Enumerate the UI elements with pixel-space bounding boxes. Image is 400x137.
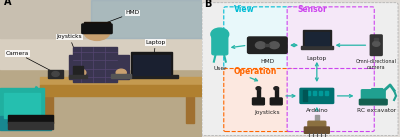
FancyBboxPatch shape <box>287 68 374 132</box>
Bar <box>127 75 178 78</box>
FancyBboxPatch shape <box>372 89 383 96</box>
Bar <box>307 91 310 95</box>
FancyBboxPatch shape <box>270 98 282 105</box>
Text: Laptop: Laptop <box>307 56 327 61</box>
FancyBboxPatch shape <box>303 30 331 47</box>
Text: HMD: HMD <box>260 59 274 64</box>
Bar <box>40 77 202 86</box>
Bar <box>69 55 81 79</box>
Text: RC excavator: RC excavator <box>4 107 43 116</box>
Bar <box>4 93 40 118</box>
Text: Laptop: Laptop <box>146 40 166 56</box>
FancyBboxPatch shape <box>82 24 112 34</box>
Text: RC excavator: RC excavator <box>357 108 396 113</box>
FancyBboxPatch shape <box>252 98 264 105</box>
Bar <box>374 38 378 40</box>
Bar <box>91 0 202 38</box>
Text: Operation: Operation <box>234 67 277 76</box>
Bar <box>8 115 52 123</box>
Circle shape <box>211 28 229 40</box>
Bar <box>84 22 110 32</box>
Bar <box>73 47 117 82</box>
Text: Sensor: Sensor <box>297 5 327 14</box>
Bar <box>319 91 322 95</box>
Text: Arduino: Arduino <box>306 108 328 113</box>
Bar <box>275 89 278 99</box>
Bar <box>131 52 172 77</box>
FancyBboxPatch shape <box>305 32 329 45</box>
Bar <box>265 44 269 46</box>
FancyBboxPatch shape <box>304 127 329 133</box>
Bar <box>257 89 260 99</box>
Bar <box>44 93 52 123</box>
Circle shape <box>373 41 380 46</box>
Bar <box>133 55 170 75</box>
Text: A: A <box>4 0 12 8</box>
FancyBboxPatch shape <box>202 3 398 136</box>
Bar <box>186 93 194 123</box>
Circle shape <box>76 69 86 76</box>
Circle shape <box>116 69 126 76</box>
Bar <box>111 74 131 78</box>
Bar <box>0 0 202 68</box>
FancyBboxPatch shape <box>370 35 382 55</box>
Circle shape <box>269 42 279 49</box>
Circle shape <box>84 23 110 40</box>
Text: User: User <box>213 66 226 71</box>
Bar <box>117 55 129 79</box>
FancyBboxPatch shape <box>361 90 385 102</box>
Bar <box>313 91 316 95</box>
Bar <box>48 70 63 78</box>
Bar <box>69 75 87 78</box>
Text: B: B <box>204 0 211 9</box>
Bar <box>0 0 91 38</box>
Circle shape <box>274 87 279 90</box>
FancyBboxPatch shape <box>224 7 293 70</box>
Bar <box>8 122 52 129</box>
Bar <box>0 116 50 130</box>
Bar <box>91 0 202 38</box>
Text: Omni-directional
camera: Omni-directional camera <box>356 59 397 70</box>
FancyBboxPatch shape <box>300 88 334 103</box>
Text: Joysticks: Joysticks <box>56 34 82 63</box>
FancyBboxPatch shape <box>360 99 387 105</box>
Text: HMD: HMD <box>104 10 139 24</box>
Text: Joysticks: Joysticks <box>254 110 280 115</box>
Circle shape <box>256 87 261 90</box>
Text: Camera: Camera <box>6 51 52 71</box>
Text: View: View <box>234 5 254 14</box>
FancyBboxPatch shape <box>224 68 293 132</box>
Bar <box>303 90 307 101</box>
Bar <box>315 115 319 123</box>
Bar <box>40 85 202 96</box>
FancyBboxPatch shape <box>212 33 228 55</box>
FancyBboxPatch shape <box>308 121 326 129</box>
Circle shape <box>52 72 59 76</box>
FancyBboxPatch shape <box>287 7 374 70</box>
Bar <box>301 46 333 49</box>
Bar <box>0 88 44 126</box>
Bar <box>325 91 328 95</box>
Circle shape <box>256 42 265 49</box>
FancyBboxPatch shape <box>248 37 287 53</box>
Bar <box>73 66 83 77</box>
